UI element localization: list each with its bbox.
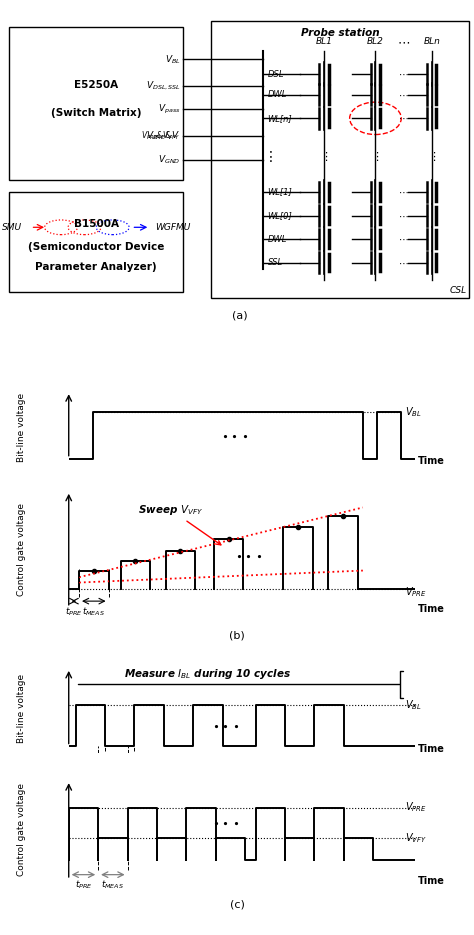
Text: $V_{PRE}$&$V$: $V_{PRE}$&$V$: [146, 130, 181, 142]
Text: DSL: DSL: [267, 69, 284, 79]
Text: Parameter Analyzer): Parameter Analyzer): [36, 262, 157, 272]
Text: Sweep $V_{VFY}$: Sweep $V_{VFY}$: [138, 503, 221, 545]
Text: $\cdots$: $\cdots$: [397, 36, 410, 49]
Text: $V_{GND}$: $V_{GND}$: [158, 153, 181, 165]
Text: DWL: DWL: [267, 91, 287, 99]
Text: $t_{PRE}$: $t_{PRE}$: [65, 606, 83, 618]
Text: Control gate voltage: Control gate voltage: [17, 784, 26, 876]
Text: $\bullet\bullet\bullet$: $\bullet\bullet\bullet$: [235, 551, 263, 561]
Text: WL[0]: WL[0]: [267, 211, 292, 220]
Text: (Semiconductor Device: (Semiconductor Device: [28, 242, 164, 252]
Text: Bit-line voltage: Bit-line voltage: [17, 674, 26, 742]
Text: $V_{PRE}$&$V_{VFY}$: $V_{PRE}$&$V_{VFY}$: [141, 130, 181, 142]
Text: $\cdots$: $\cdots$: [398, 113, 409, 123]
Text: Probe station: Probe station: [301, 28, 380, 38]
Text: SSL: SSL: [267, 258, 283, 267]
Text: E5250A: E5250A: [74, 80, 118, 90]
Text: $V_{DSL,SSL}$: $V_{DSL,SSL}$: [146, 79, 181, 92]
Text: DWL: DWL: [267, 235, 287, 244]
Text: $\bullet\bullet\bullet$: $\bullet\bullet\bullet$: [221, 430, 248, 440]
Bar: [9, 27, 183, 180]
Text: WL[n]: WL[n]: [267, 114, 292, 122]
Text: $\vdots$: $\vdots$: [428, 151, 436, 163]
Text: Control gate voltage: Control gate voltage: [17, 503, 26, 596]
Text: $\cdots$: $\cdots$: [398, 258, 409, 267]
Text: $t_{PRE}$: $t_{PRE}$: [74, 879, 92, 891]
Text: SMU: SMU: [2, 223, 23, 232]
Text: $V_{pass}$: $V_{pass}$: [158, 103, 181, 116]
Text: $\cdots$: $\cdots$: [398, 210, 409, 221]
Text: WL[1]: WL[1]: [267, 187, 292, 196]
Text: $t_{MEAS}$: $t_{MEAS}$: [101, 879, 124, 891]
Text: $V_{BL}$: $V_{BL}$: [405, 698, 422, 712]
Text: $V_{PRE}$: $V_{PRE}$: [405, 585, 427, 599]
Text: $V_{BL}$: $V_{BL}$: [165, 53, 181, 65]
Text: (c): (c): [229, 899, 245, 909]
Text: $\cdots$: $\cdots$: [398, 69, 409, 79]
Text: $\cdots$: $\cdots$: [398, 90, 409, 100]
Text: $\bullet\bullet\bullet$: $\bullet\bullet\bullet$: [212, 721, 240, 731]
Text: $\vdots$: $\vdots$: [372, 151, 380, 163]
Text: (a): (a): [232, 310, 247, 321]
Bar: [9, 192, 183, 292]
Text: BLn: BLn: [423, 37, 440, 46]
Text: BL1: BL1: [315, 37, 332, 46]
Text: $\bullet\bullet\bullet$: $\bullet\bullet\bullet$: [212, 818, 240, 828]
Text: (b): (b): [229, 631, 245, 640]
Text: WGFMU: WGFMU: [155, 223, 190, 232]
Text: CSL: CSL: [450, 286, 467, 295]
Text: $\vdots$: $\vdots$: [320, 151, 328, 163]
Text: $V_{PRE}$: $V_{PRE}$: [405, 800, 427, 814]
Text: $\vdots$: $\vdots$: [263, 149, 273, 165]
Text: $V_{VFY}$: $V_{VFY}$: [405, 831, 427, 845]
Text: Time: Time: [418, 743, 445, 754]
Text: Time: Time: [418, 456, 445, 466]
Bar: [211, 22, 469, 298]
Text: Bit-line voltage: Bit-line voltage: [17, 393, 26, 462]
Text: $\cdots$: $\cdots$: [398, 234, 409, 244]
Text: $\cdots$: $\cdots$: [398, 187, 409, 197]
Text: Time: Time: [418, 604, 445, 614]
Text: B1500A: B1500A: [74, 219, 119, 229]
Text: $V_{BL}$: $V_{BL}$: [405, 405, 422, 419]
Text: (Switch Matrix): (Switch Matrix): [51, 108, 142, 118]
Text: BL2: BL2: [367, 37, 384, 46]
Text: Time: Time: [418, 876, 445, 886]
Text: $t_{MEAS}$: $t_{MEAS}$: [82, 606, 105, 618]
Text: Measure $I_{BL}$ during 10 cycles: Measure $I_{BL}$ during 10 cycles: [124, 668, 291, 682]
